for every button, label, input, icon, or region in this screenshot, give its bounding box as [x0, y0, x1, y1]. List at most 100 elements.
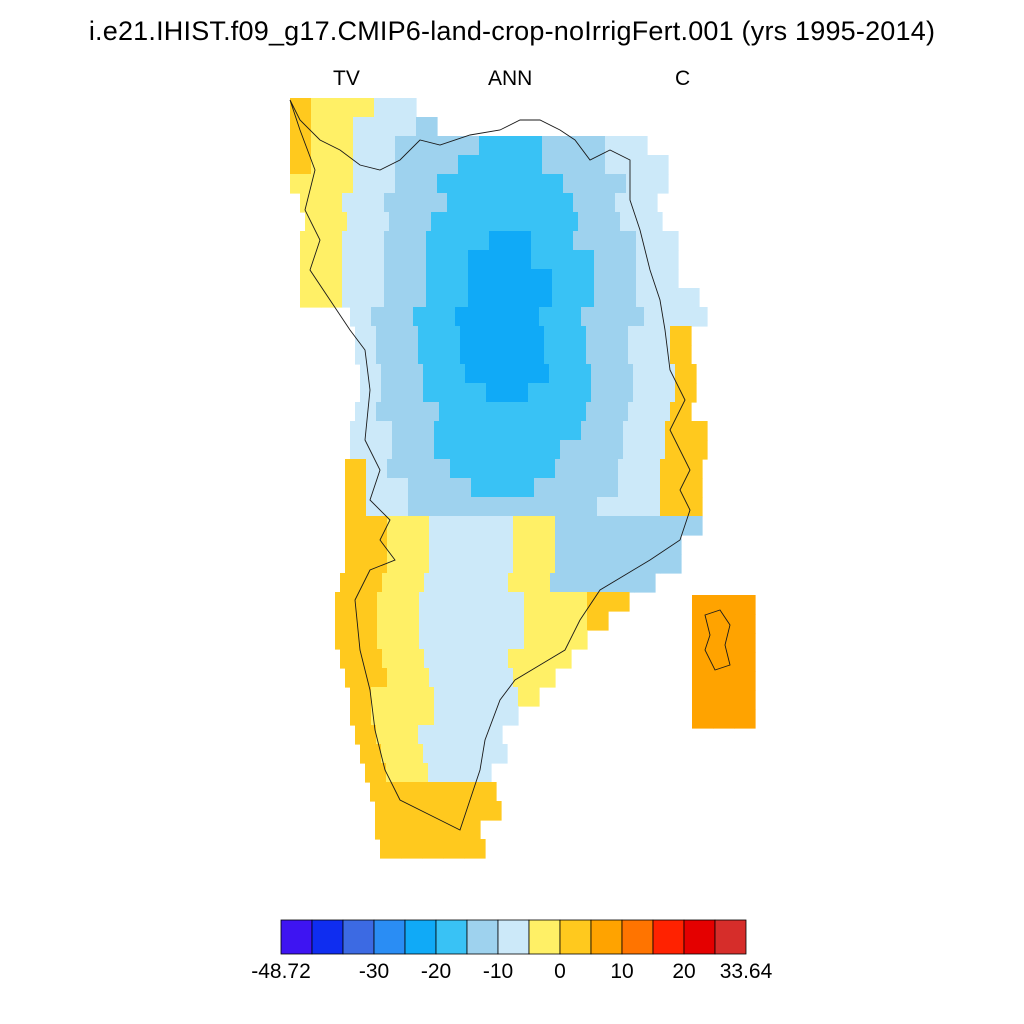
map-cell	[375, 801, 397, 821]
map-cell	[405, 193, 427, 213]
map-cell	[382, 573, 404, 593]
map-cell	[376, 326, 398, 346]
map-cell	[300, 231, 322, 251]
map-cell	[335, 630, 357, 650]
map-cell	[692, 690, 714, 710]
map-cell	[584, 136, 606, 156]
map-cell	[563, 136, 585, 156]
map-cell	[576, 554, 598, 574]
map-cell	[602, 307, 624, 327]
map-cell	[623, 440, 645, 460]
map-cell	[534, 554, 556, 574]
map-cell	[377, 611, 399, 631]
map-cell	[503, 611, 525, 631]
map-cell	[686, 440, 708, 460]
map-cell	[597, 497, 619, 517]
map-cell	[465, 364, 487, 384]
map-cell	[392, 307, 414, 327]
map-cell	[576, 459, 598, 479]
map-cell	[534, 497, 556, 517]
map-cell	[350, 687, 372, 707]
map-cell	[492, 516, 514, 536]
map-cell	[300, 250, 322, 270]
map-cell	[734, 652, 756, 672]
map-cell	[345, 478, 367, 498]
map-cell	[374, 174, 396, 194]
map-cell	[402, 744, 424, 764]
map-cell	[384, 288, 406, 308]
map-cell	[594, 288, 616, 308]
map-cell	[460, 326, 482, 346]
map-cell	[576, 516, 598, 536]
map-cell	[366, 535, 388, 555]
map-cell	[513, 497, 535, 517]
map-cell	[482, 592, 504, 612]
map-cell	[549, 383, 571, 403]
map-cell	[713, 633, 735, 653]
map-cell	[665, 307, 687, 327]
map-cell	[542, 155, 564, 175]
map-cell	[321, 269, 343, 289]
map-cell	[416, 155, 438, 175]
map-cell	[657, 288, 679, 308]
map-cell	[544, 345, 566, 365]
map-cell	[347, 212, 369, 232]
map-cell	[376, 402, 398, 422]
map-cell	[363, 193, 385, 213]
map-cell	[405, 231, 427, 251]
map-cell	[332, 174, 354, 194]
map-cell	[397, 402, 419, 422]
map-cell	[475, 782, 497, 802]
map-cell	[438, 801, 460, 821]
map-cell	[597, 459, 619, 479]
map-cell	[557, 212, 579, 232]
map-cell	[502, 345, 524, 365]
map-cell	[440, 611, 462, 631]
map-cell	[534, 516, 556, 536]
map-cell	[387, 516, 409, 536]
map-cell	[565, 402, 587, 422]
map-cell	[395, 174, 417, 194]
map-cell	[381, 744, 403, 764]
map-cell	[633, 383, 655, 403]
map-cell	[529, 649, 551, 669]
colorbar-box	[342, 919, 375, 955]
map-cell	[398, 630, 420, 650]
colorbar-tick-label: 10	[610, 960, 634, 983]
map-cell	[471, 478, 493, 498]
colorbar-tick-label: -30	[358, 960, 390, 983]
map-cell	[534, 668, 556, 688]
map-cell	[366, 554, 388, 574]
colorbar-box	[714, 919, 747, 955]
map-cell	[479, 155, 501, 175]
map-cell	[508, 649, 530, 669]
map-cell	[555, 554, 577, 574]
map-cell	[681, 478, 703, 498]
map-cell	[366, 478, 388, 498]
map-cell	[515, 212, 537, 232]
map-cell	[510, 231, 532, 251]
map-cell	[356, 611, 378, 631]
map-cell	[639, 516, 661, 536]
map-cell	[531, 193, 553, 213]
map-cell	[350, 440, 372, 460]
map-cell	[384, 193, 406, 213]
map-cell	[305, 212, 327, 232]
map-cell	[489, 193, 511, 213]
map-cell	[670, 402, 692, 422]
map-cell	[434, 307, 456, 327]
map-cell	[355, 725, 377, 745]
map-cell	[376, 725, 398, 745]
map-cell	[513, 459, 535, 479]
map-cell	[458, 174, 480, 194]
map-cell	[413, 421, 435, 441]
map-cell	[592, 573, 614, 593]
map-cell	[290, 136, 312, 156]
map-cell	[586, 402, 608, 422]
map-cell	[573, 250, 595, 270]
map-cell	[552, 269, 574, 289]
map-cell	[355, 326, 377, 346]
map-cell	[429, 459, 451, 479]
map-cell	[384, 250, 406, 270]
map-cell	[426, 269, 448, 289]
